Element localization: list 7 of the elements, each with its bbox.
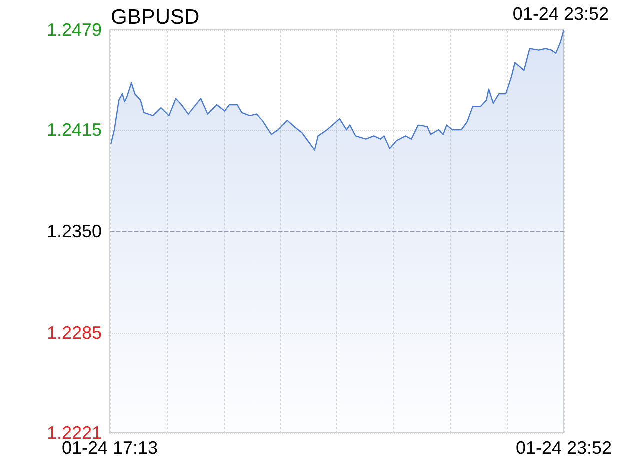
y-tick-label: 1.2285 xyxy=(46,323,102,344)
text: 01-24 23:52 xyxy=(512,4,610,24)
y-tick-label: 1.2350 xyxy=(46,222,102,242)
chart-title: GBPUSD xyxy=(111,6,200,29)
y-tick-label: 1.2415 xyxy=(46,120,102,140)
x-tick-label: 01-24 17:13 xyxy=(62,438,158,458)
y-tick-label: 1.2479 xyxy=(46,20,102,40)
